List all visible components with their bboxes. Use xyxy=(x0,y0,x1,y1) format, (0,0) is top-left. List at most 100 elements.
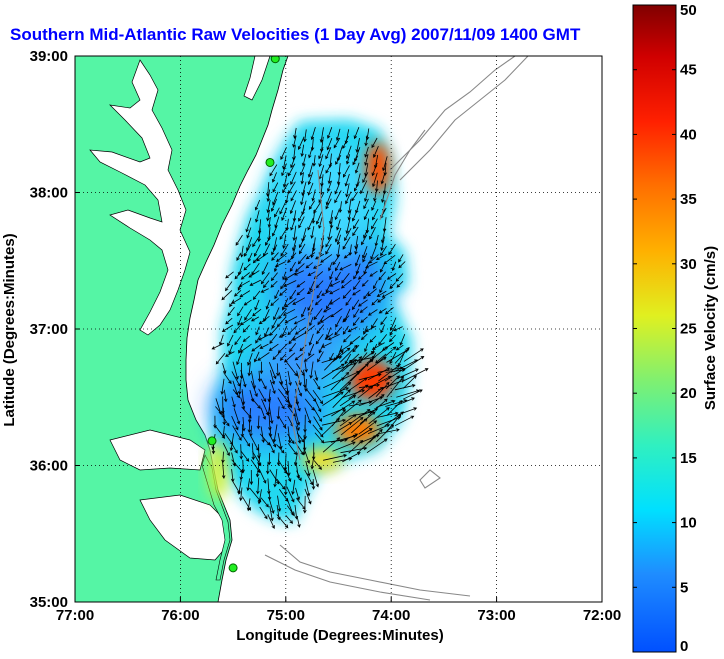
velocity-arrow xyxy=(323,453,348,461)
velocity-arrow xyxy=(369,227,376,240)
velocity-arrow xyxy=(222,442,230,457)
velocity-arrow xyxy=(238,280,250,288)
velocity-arrow xyxy=(277,433,283,450)
velocity-arrow xyxy=(294,407,301,426)
velocity-arrow xyxy=(232,361,239,380)
velocity-arrow xyxy=(354,244,359,255)
velocity-arrow xyxy=(398,261,406,269)
velocity-arrow xyxy=(372,208,379,221)
velocity-arrow xyxy=(269,379,276,395)
velocity-arrow xyxy=(317,315,325,326)
velocity-arrow xyxy=(335,128,341,142)
velocity-arrow xyxy=(361,234,368,246)
velocity-arrow xyxy=(320,174,324,187)
velocity-arrow xyxy=(386,273,397,280)
velocity-arrow xyxy=(309,361,314,379)
velocity-arrow xyxy=(287,443,298,456)
velocity-arrow xyxy=(316,290,322,299)
velocity-arrow xyxy=(269,333,278,344)
velocity-arrow xyxy=(287,396,293,409)
chesapeake-bay xyxy=(89,59,191,336)
velocity-arrow xyxy=(307,182,314,196)
velocity-arrow xyxy=(333,422,353,434)
velocity-arrow xyxy=(362,245,368,259)
velocity-arrow xyxy=(286,505,295,517)
velocity-arrow xyxy=(237,306,244,317)
velocity-arrow xyxy=(384,307,394,315)
velocity-arrow xyxy=(304,361,308,373)
velocity-arrow xyxy=(282,182,289,194)
velocity-arrow xyxy=(264,327,270,337)
velocity-arrow xyxy=(320,254,333,263)
velocity-arrow xyxy=(257,228,261,243)
velocity-arrow xyxy=(304,488,312,505)
velocity-arrow xyxy=(284,272,297,281)
velocity-arrow xyxy=(355,138,360,153)
velocity-arrow xyxy=(246,478,250,492)
velocity-arrow xyxy=(291,479,296,496)
velocity-arrow xyxy=(211,342,225,350)
velocity-arrow xyxy=(281,163,287,177)
velocity-arrow xyxy=(215,352,226,365)
velocity-arrow xyxy=(329,280,341,287)
velocity-arrow xyxy=(253,244,261,257)
velocity-arrow xyxy=(353,270,360,280)
velocity-arrow xyxy=(314,398,322,413)
velocity-arrow xyxy=(289,200,296,215)
velocity-arrow xyxy=(341,272,350,284)
velocity-arrow xyxy=(321,418,347,426)
velocity-arrow xyxy=(271,252,279,261)
velocity-arrow xyxy=(336,219,341,231)
velocity-arrow xyxy=(325,162,333,174)
velocity-arrow xyxy=(308,333,314,346)
velocity-arrow xyxy=(298,243,306,255)
velocity-arrow xyxy=(287,370,292,386)
velocity-arrow xyxy=(313,308,323,321)
velocity-arrow xyxy=(247,352,253,366)
velocity-arrow xyxy=(345,297,352,306)
velocity-arrow xyxy=(316,324,325,335)
velocity-arrow xyxy=(403,375,417,389)
velocity-arrow xyxy=(343,334,351,343)
velocity-arrow xyxy=(273,307,280,321)
velocity-arrow xyxy=(284,316,298,324)
velocity-arrow xyxy=(257,219,262,235)
velocity-field xyxy=(208,120,429,529)
velocity-arrow xyxy=(308,200,316,210)
velocity-arrow xyxy=(296,288,305,296)
velocity-arrow xyxy=(364,343,369,353)
velocity-arrow xyxy=(279,226,289,240)
velocity-arrow xyxy=(276,363,280,377)
velocity-arrow xyxy=(343,165,350,178)
velocity-arrow xyxy=(378,271,386,281)
velocity-arrow xyxy=(223,389,228,403)
velocity-arrow xyxy=(372,172,378,188)
velocity-arrow xyxy=(304,407,312,424)
velocity-arrow xyxy=(277,495,282,512)
velocity-arrow xyxy=(231,443,238,454)
velocity-arrow xyxy=(235,234,243,246)
velocity-arrow xyxy=(268,498,275,514)
velocity-arrow xyxy=(328,261,333,272)
velocity-arrow xyxy=(394,384,416,391)
velocity-arrow xyxy=(269,164,278,177)
velocity-arrow xyxy=(274,207,280,218)
velocity-arrow xyxy=(296,516,301,528)
velocity-arrow xyxy=(353,127,360,140)
velocity-arrow xyxy=(322,387,350,398)
velocity-arrow xyxy=(352,289,361,296)
velocity-arrow xyxy=(308,344,315,357)
velocity-arrow xyxy=(252,254,262,264)
velocity-arrow xyxy=(243,244,252,257)
colorbar-tick-label: 40 xyxy=(680,126,697,143)
velocity-arrow xyxy=(249,279,261,286)
velocity-arrow xyxy=(257,370,262,383)
velocity-arrow xyxy=(348,439,364,454)
velocity-arrow xyxy=(256,252,269,262)
velocity-arrow xyxy=(345,145,352,160)
velocity-arrow xyxy=(225,281,233,292)
velocity-arrow xyxy=(266,210,270,222)
velocity-arrow xyxy=(345,183,350,198)
velocity-arrow xyxy=(296,470,302,482)
velocity-arrow xyxy=(278,416,287,429)
